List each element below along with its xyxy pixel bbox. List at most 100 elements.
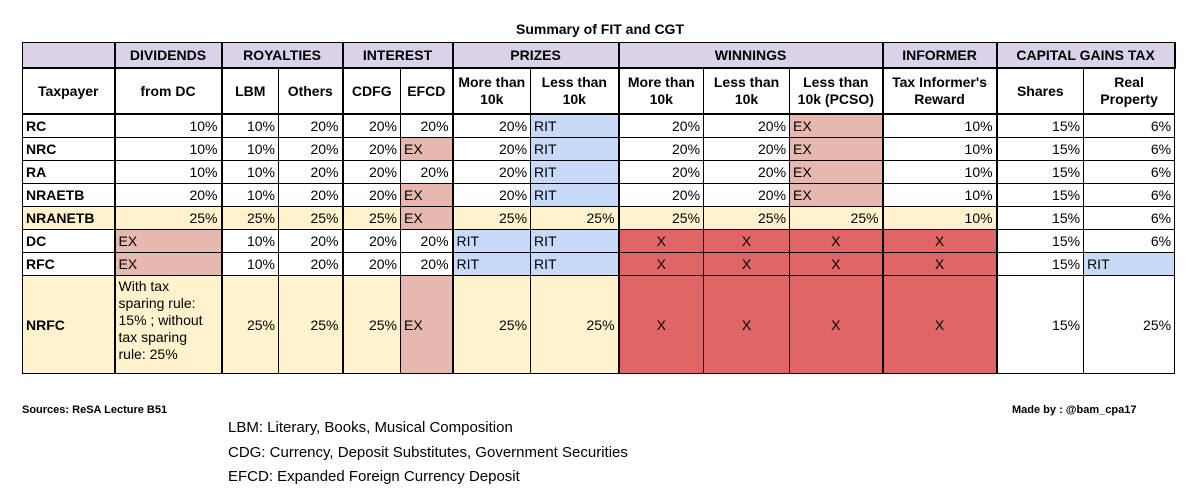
cell-cdfg: 20% xyxy=(341,252,402,276)
cell-prize-less: RIT xyxy=(530,113,620,138)
sources-note: Sources: ReSA Lecture B51 xyxy=(22,404,168,416)
cell-from-dc: 10% xyxy=(113,113,222,138)
cell-informer: X xyxy=(881,275,998,374)
table-row: RA 10% 10% 20% 20% 20% 20% RIT 20% 20% E… xyxy=(22,160,1176,184)
cell-prize-less: 25% xyxy=(530,275,620,374)
cell-shares: 15% xyxy=(995,113,1085,138)
group-winnings: WINNINGS xyxy=(617,42,884,69)
cell-prize-more: 20% xyxy=(451,183,532,207)
group-prizes: PRIZES xyxy=(451,42,620,69)
cell-efcd: 20% xyxy=(400,229,454,253)
cell-real-property: 6% xyxy=(1083,137,1176,161)
cell-lbm: 25% xyxy=(220,206,279,230)
cell-win-pcso: EX xyxy=(789,183,884,207)
header-prize-less: Less than 10k xyxy=(530,67,620,115)
cell-win-more: X xyxy=(617,229,705,253)
cell-taxpayer: RA xyxy=(22,160,115,184)
table-row: DC EX 10% 20% 20% 20% RIT RIT X X X X 15… xyxy=(22,229,1176,253)
cell-win-more: 20% xyxy=(617,113,705,138)
header-lbm: LBM xyxy=(220,67,279,115)
header-win-more: More than 10k xyxy=(617,67,705,115)
cell-informer: 10% xyxy=(881,113,998,138)
cell-lbm: 25% xyxy=(220,275,279,374)
group-royalties: ROYALTIES xyxy=(220,42,344,69)
cell-taxpayer: NRANETB xyxy=(22,206,115,230)
cell-prize-less: 25% xyxy=(530,206,620,230)
cell-real-property: 6% xyxy=(1083,206,1176,230)
cell-prize-less: RIT xyxy=(530,183,620,207)
cell-efcd: 20% xyxy=(400,113,454,138)
cell-cdfg: 20% xyxy=(341,229,402,253)
cell-prize-less: RIT xyxy=(530,160,620,184)
header-win-pcso: Less than 10k (PCSO) xyxy=(789,67,884,115)
cell-others: 20% xyxy=(277,183,344,207)
cell-informer: X xyxy=(881,252,998,276)
cell-taxpayer: RC xyxy=(22,113,115,138)
cell-taxpayer: NRAETB xyxy=(22,183,115,207)
fit-cgt-summary-table: DIVIDENDS ROYALTIES INTEREST PRIZES WINN… xyxy=(22,42,1176,374)
cell-real-property: 6% xyxy=(1083,229,1176,253)
cell-win-pcso: EX xyxy=(789,137,884,161)
cell-win-more: X xyxy=(617,275,705,374)
cell-prize-more: 20% xyxy=(451,113,532,138)
cell-informer: 10% xyxy=(881,183,998,207)
header-win-less: Less than 10k xyxy=(703,67,791,115)
cell-win-less: X xyxy=(703,229,791,253)
cell-prize-more: RIT xyxy=(451,229,532,253)
cell-prize-more: 25% xyxy=(451,275,532,374)
legend-efcd: EFCD: Expanded Foreign Currency Deposit xyxy=(228,468,520,485)
cell-others: 20% xyxy=(277,160,344,184)
cell-lbm: 10% xyxy=(220,252,279,276)
cell-taxpayer: DC xyxy=(22,229,115,253)
cell-shares: 15% xyxy=(995,275,1085,374)
table-row: NRFC With tax sparing rule: 15% ; withou… xyxy=(22,275,1176,374)
cell-efcd: EX xyxy=(400,183,454,207)
cell-lbm: 10% xyxy=(220,229,279,253)
cell-shares: 15% xyxy=(995,160,1085,184)
group-dividends: DIVIDENDS xyxy=(113,42,223,69)
group-informer: INFORMER xyxy=(881,42,998,69)
group-interest: INTEREST xyxy=(341,42,454,69)
cell-lbm: 10% xyxy=(220,113,279,138)
legend-lbm: LBM: Literary, Books, Musical Compositio… xyxy=(228,419,513,436)
cell-others: 20% xyxy=(277,113,344,138)
cell-win-pcso: 25% xyxy=(789,206,884,230)
cell-win-more: 20% xyxy=(617,160,705,184)
cell-lbm: 10% xyxy=(220,183,279,207)
group-capital-gains-tax: CAPITAL GAINS TAX xyxy=(995,42,1176,69)
cell-efcd: EX xyxy=(400,275,454,374)
cell-win-more: 25% xyxy=(617,206,705,230)
cell-real-property: 6% xyxy=(1083,183,1176,207)
cell-win-more: X xyxy=(617,252,705,276)
table-row: NRANETB 25% 25% 25% 25% EX 25% 25% 25% 2… xyxy=(22,206,1176,230)
group-header-row: DIVIDENDS ROYALTIES INTEREST PRIZES WINN… xyxy=(22,42,1176,69)
cell-win-pcso: EX xyxy=(789,113,884,138)
cell-informer: 10% xyxy=(881,160,998,184)
cell-win-pcso: EX xyxy=(789,160,884,184)
cell-win-pcso: X xyxy=(789,229,884,253)
cell-prize-more: RIT xyxy=(451,252,532,276)
cell-taxpayer: RFC xyxy=(22,252,115,276)
table-row: NRC 10% 10% 20% 20% EX 20% RIT 20% 20% E… xyxy=(22,137,1176,161)
cell-shares: 15% xyxy=(995,137,1085,161)
table-row: NRAETB 20% 10% 20% 20% EX 20% RIT 20% 20… xyxy=(22,183,1176,207)
header-from-dc: from DC xyxy=(113,67,222,115)
cell-shares: 15% xyxy=(995,252,1085,276)
cell-informer: 10% xyxy=(881,206,998,230)
cell-prize-less: RIT xyxy=(530,252,620,276)
table-row: RC 10% 10% 20% 20% 20% 20% RIT 20% 20% E… xyxy=(22,113,1176,138)
cell-real-property: RIT xyxy=(1083,252,1176,276)
header-informer-reward: Tax Informer's Reward xyxy=(881,67,998,115)
cell-cdfg: 20% xyxy=(341,113,402,138)
header-others: Others xyxy=(277,67,344,115)
cell-cdfg: 25% xyxy=(341,206,402,230)
cell-others: 25% xyxy=(277,275,344,374)
cell-shares: 15% xyxy=(995,206,1085,230)
cell-others: 20% xyxy=(277,137,344,161)
cell-taxpayer: NRFC xyxy=(22,275,115,374)
cell-from-dc: 25% xyxy=(113,206,222,230)
cell-win-less: 20% xyxy=(703,160,791,184)
header-real-property: Real Property xyxy=(1083,67,1176,115)
cell-from-dc: With tax sparing rule: 15% ; without tax… xyxy=(113,275,222,374)
made-by-credit: Made by : @bam_cpa17 xyxy=(1012,404,1137,416)
